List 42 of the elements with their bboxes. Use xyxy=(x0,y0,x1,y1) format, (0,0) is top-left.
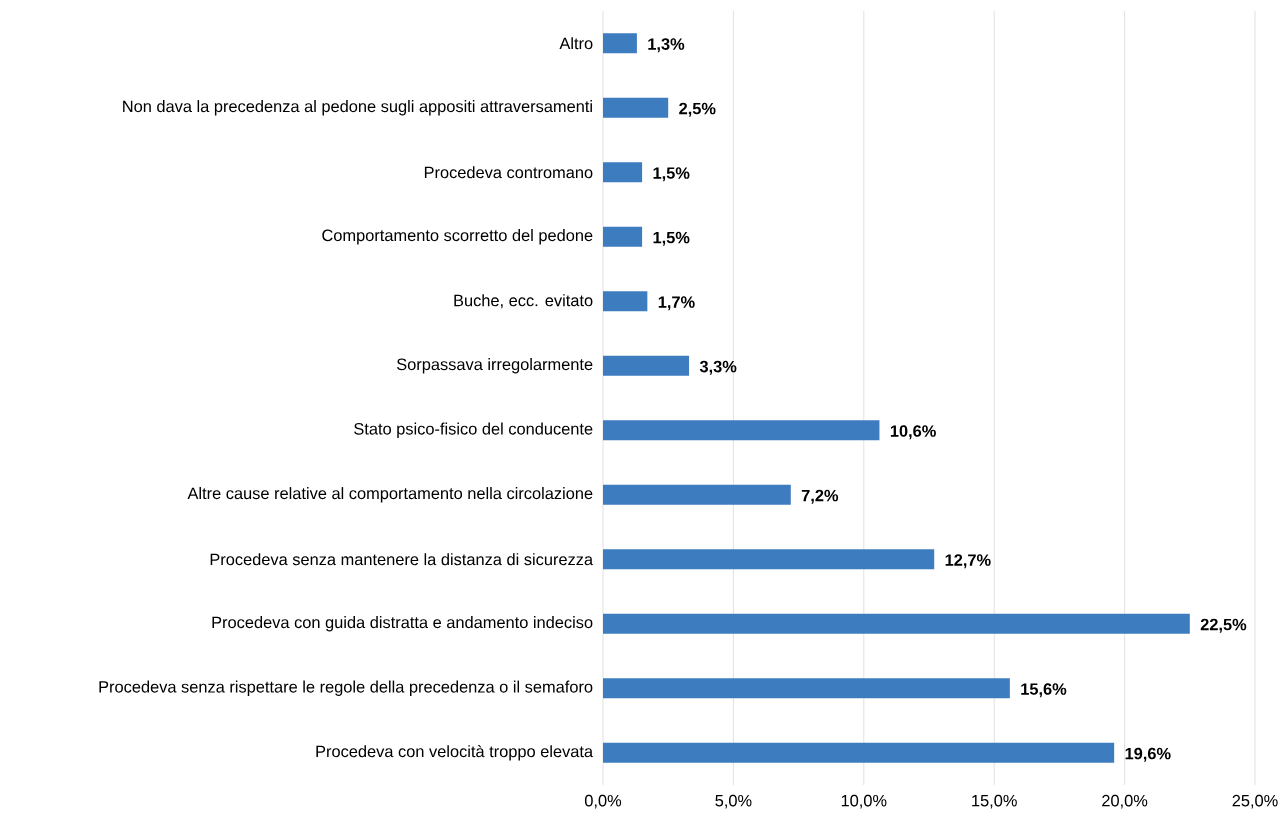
x-tick-label: 15,0% xyxy=(972,794,1017,809)
data-label: 12,7% xyxy=(945,554,991,569)
data-label: 1,7% xyxy=(658,296,695,311)
bar xyxy=(603,355,690,376)
x-tick-label: 20,0% xyxy=(1102,794,1148,809)
y-tick-label: Buche, ecc. evitato xyxy=(454,294,593,309)
data-label: 19,6% xyxy=(1125,747,1171,762)
data-label: 22,5% xyxy=(1200,618,1247,633)
bar xyxy=(603,420,880,441)
data-label: 1,3% xyxy=(648,38,685,53)
y-tick-label: Procedeva con guida distratta e andamento indeciso xyxy=(212,616,593,632)
y-tick-label: Stato psico-fisico del conducente xyxy=(354,422,593,438)
bar xyxy=(603,613,1190,634)
y-tick-label: Altro xyxy=(559,37,593,50)
y-tick-label: Procedeva contromano xyxy=(424,166,593,179)
data-label: 15,6% xyxy=(1021,683,1067,698)
bar xyxy=(603,484,791,505)
y-tick-label: Non dava la precedenza al pedone sugli appositi attraversamenti xyxy=(123,100,592,116)
bar xyxy=(603,291,648,312)
y-tick-label: Procedeva senza rispettare le regole della precedenza o il semaforo xyxy=(99,680,593,696)
bar xyxy=(603,97,669,118)
x-tick-label: 25,0% xyxy=(1232,794,1278,809)
data-label: 7,2% xyxy=(801,489,839,504)
y-tick-label: Altre cause relative al comportamento nella circolazione xyxy=(187,487,593,503)
data-label: 3,3% xyxy=(699,360,737,375)
y-tick-label: Procedeva con velocità troppo elevata xyxy=(316,744,594,761)
y-tick-label: Comportamento scorretto del pedone xyxy=(322,229,593,245)
x-tick-label: 10,0% xyxy=(841,794,887,809)
bar xyxy=(603,678,1010,699)
y-tick-label: Procedeva senza mantenere la distanza di sicurezza xyxy=(210,553,594,566)
bar xyxy=(603,742,1115,763)
data-label: 1,5% xyxy=(653,231,690,246)
bar xyxy=(603,226,643,247)
bar xyxy=(603,162,643,183)
bar xyxy=(603,33,637,54)
data-label: 2,5% xyxy=(679,102,716,117)
bar xyxy=(603,549,935,570)
data-label: 10,6% xyxy=(890,425,936,440)
x-tick-label: 0,0% xyxy=(584,794,622,809)
x-tick-label: 5,0% xyxy=(715,794,752,809)
data-label: 1,5% xyxy=(653,167,690,182)
y-tick-label: Sorpassava irregolarmente xyxy=(396,358,593,374)
